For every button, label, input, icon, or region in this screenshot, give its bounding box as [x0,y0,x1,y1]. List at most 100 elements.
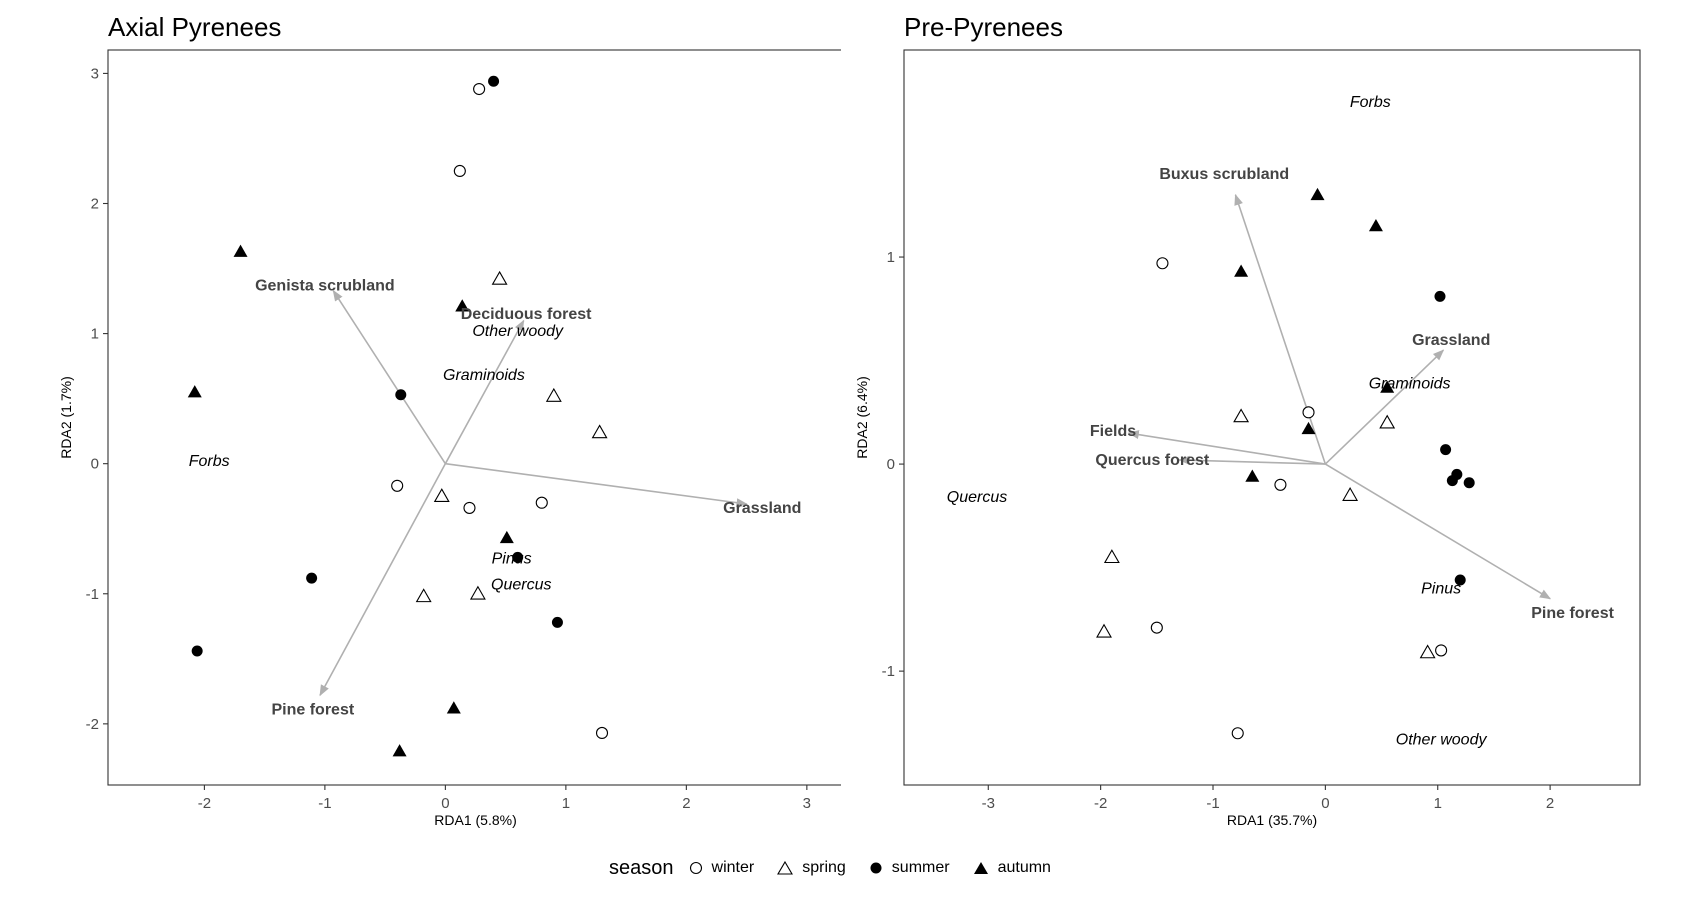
point-spring [1233,408,1250,423]
y-tick-label: 1 [887,249,895,266]
arrow-label-deciduous-forest: Deciduous forest [461,306,592,323]
x-tick-label: 1 [1434,795,1442,812]
arrow-fields [1127,430,1326,465]
legend-item-spring: spring [776,859,846,877]
legend-label-autumn: autumn [997,859,1051,876]
point-winter [1150,621,1163,634]
point-winter [391,479,404,492]
arrow-quercus-forest [1178,455,1326,465]
x-tick-label: -2 [1094,795,1107,812]
point-spring [1379,414,1396,429]
point-autumn [187,385,202,398]
point-spring [1103,549,1120,564]
arrow-grassland [1324,349,1445,465]
chart-axial-pyrenees: Axial Pyrenees -2 -1 0 1 2 3 -2 -1 0 1 2 3 RDA1 (5.8%… [0,0,841,830]
point-summer [551,616,563,628]
point-autumn [1301,421,1316,435]
arrow-label-buxus-scrubland: Buxus scrubland [1159,166,1289,183]
point-winter [1274,478,1287,491]
plot-frame [107,49,841,786]
chart-title: Axial Pyrenees [108,12,281,42]
point-summer [512,551,524,563]
x-axis-label: RDA1 (5.8%) [434,812,516,828]
point-spring [1342,487,1359,501]
x-tick-label: 0 [1321,795,1329,812]
point-autumn [1245,469,1260,482]
x-tick-label: -1 [1206,795,1219,812]
x-tick-label: -1 [318,795,331,812]
species-label-other-woody: Other woody [472,323,564,340]
arrow-label-grassland: Grassland [723,500,801,517]
arrow-label-pine-forest: Pine forest [271,702,354,719]
arrow-label-pine-forest: Pine forest [1531,605,1614,622]
arrow-label-quercus-forest: Quercus forest [1095,452,1209,469]
point-winter [463,501,476,514]
legend-label-spring: spring [802,859,846,876]
point-spring [1419,644,1436,659]
legend-item-winter: winter [688,859,755,877]
y-tick-label: 3 [91,65,99,82]
x-tick-label: -3 [982,795,995,812]
legend-symbol-winter [689,861,702,875]
point-summer [1463,477,1475,489]
x-tick-label: 2 [682,795,690,812]
point-winter [1156,257,1169,270]
legend-label-summer: summer [891,859,950,876]
chart-title: Pre-Pyrenees [904,12,1063,42]
y-axis-label: RDA2 (1.7%) [58,376,74,458]
x-axis-label: RDA1 (35.7%) [1227,812,1317,828]
y-tick-label: 2 [91,196,99,213]
point-spring [415,588,432,603]
y-tick-label: 0 [91,456,99,473]
point-summer [1440,444,1452,456]
point-summer [395,389,407,401]
x-tick-label: -2 [198,795,211,812]
point-autumn [446,701,461,714]
point-winter [473,82,486,96]
species-label-graminoids: Graminoids [1369,375,1451,392]
legend-item-autumn: autumn [972,859,1051,877]
point-winter [1302,406,1315,419]
arrow-label-grassland: Grassland [1412,332,1490,349]
point-summer [306,572,318,584]
point-summer [191,645,203,657]
point-autumn [392,744,407,757]
point-winter [595,726,609,740]
point-winter [453,164,466,178]
y-tick-label: -1 [86,586,99,603]
y-tick-label: -2 [86,716,99,733]
arrow-buxus-scrubland [1234,193,1327,465]
y-tick-label: 1 [91,326,99,343]
point-summer [1434,290,1446,302]
y-tick-label: -1 [882,663,895,680]
x-tick-label: 2 [1546,795,1554,812]
legend-item-summer: summer [868,859,950,877]
arrow-genista-scrubland [332,289,447,465]
point-spring [433,488,450,503]
species-label-quercus: Quercus [947,489,1007,506]
legend-symbol-summer [870,862,882,874]
point-autumn [455,299,470,312]
legend-title: season [609,856,674,879]
point-autumn [1368,218,1383,232]
legend-symbol-spring [777,860,794,875]
arrow-pine-forest [319,463,447,697]
chart-svg-axial-pyrenees: Axial Pyrenees -2 -1 0 1 2 3 -2 -1 0 1 2 3 RDA1 (5.8%… [58,12,841,828]
x-tick-label: 3 [803,795,811,812]
point-autumn [1380,380,1395,393]
point-winter [1435,644,1448,657]
legend-label-winter: winter [711,859,755,876]
point-autumn [499,530,514,544]
y-tick-label: 0 [887,456,895,473]
point-spring [469,585,486,600]
x-tick-label: 0 [441,795,449,812]
point-winter [535,496,548,509]
point-autumn [233,244,248,257]
point-summer [1454,574,1466,586]
species-label-other-woody: Other woody [1396,731,1488,748]
chart-pre-pyrenees: Pre-Pyrenees -3 -2 -1 0 1 2 -1 0 1 RDA1 (35.7%) RDA… [841,0,1682,830]
point-spring [491,270,508,285]
plot-frame [903,49,1641,786]
arrow-grassland [445,462,748,508]
species-label-forbs: Forbs [1350,94,1391,111]
